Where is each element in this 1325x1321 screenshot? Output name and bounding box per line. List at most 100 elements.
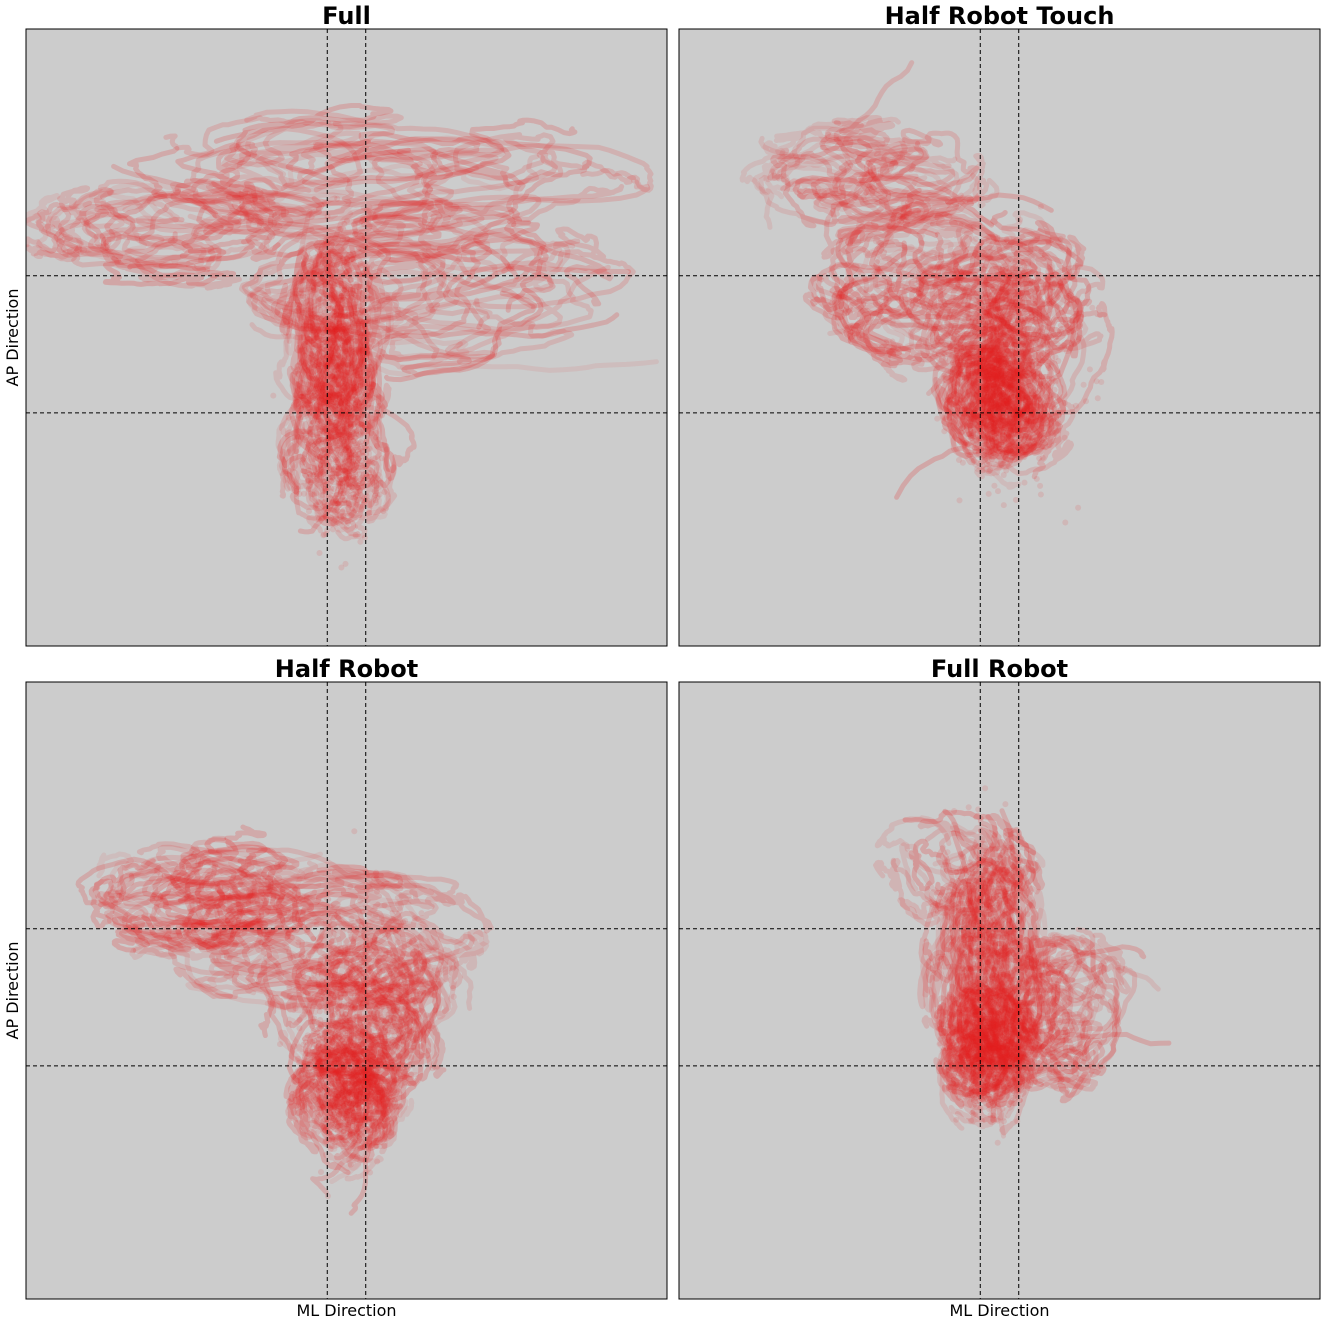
data-point — [979, 1028, 986, 1035]
data-point — [321, 478, 328, 485]
trajectory — [994, 331, 1032, 428]
data-point — [335, 429, 342, 436]
trajectory — [958, 359, 1038, 442]
data-point — [1023, 433, 1029, 440]
data-point — [299, 292, 306, 299]
data-point — [348, 405, 355, 412]
data-point — [315, 268, 322, 274]
trajectory — [307, 926, 406, 1036]
trajectory — [952, 836, 998, 940]
data-point — [318, 1023, 325, 1030]
data-point — [324, 340, 331, 347]
data-point — [326, 495, 333, 502]
data-point — [332, 1049, 339, 1056]
data-point — [970, 965, 976, 971]
data-point — [1008, 1038, 1015, 1045]
trajectory — [297, 277, 362, 382]
data-point — [327, 305, 334, 312]
data-point — [332, 1098, 339, 1105]
data-point — [323, 513, 330, 520]
data-point — [332, 253, 339, 260]
data-point — [325, 1007, 332, 1014]
data-point — [1007, 398, 1014, 405]
data-point — [349, 1130, 356, 1137]
data-point — [1009, 427, 1016, 434]
data-point — [997, 1040, 1003, 1047]
data-point — [1004, 448, 1011, 455]
trajectory — [942, 941, 1011, 1091]
data-point — [329, 1012, 336, 1019]
data-point — [1047, 334, 1054, 341]
data-point — [986, 1038, 993, 1045]
data-point — [325, 455, 331, 461]
data-point — [329, 395, 335, 402]
data-point — [377, 993, 384, 1000]
data-point — [975, 962, 982, 969]
trajectory — [999, 392, 1055, 446]
trajectory — [297, 318, 355, 417]
data-point — [948, 1062, 954, 1069]
data-point — [331, 500, 338, 507]
data-point — [989, 405, 995, 412]
data-point — [324, 987, 331, 994]
data-point — [1003, 393, 1009, 400]
data-point — [306, 471, 313, 478]
data-point — [356, 1099, 363, 1106]
data-point — [344, 1015, 351, 1021]
data-point — [970, 283, 977, 290]
trajectory — [1006, 949, 1083, 1075]
data-point — [980, 1029, 987, 1036]
data-point — [332, 497, 339, 504]
data-point — [319, 1059, 326, 1066]
data-point — [370, 981, 377, 988]
data-point — [1003, 1062, 1010, 1069]
data-point — [987, 407, 994, 414]
data-point — [1012, 412, 1019, 419]
data-point — [355, 407, 362, 414]
data-point — [1006, 396, 1012, 403]
data-point — [352, 403, 359, 410]
data-point — [989, 436, 996, 442]
data-point — [342, 286, 349, 293]
data-point — [974, 1011, 981, 1017]
data-point — [324, 527, 331, 534]
data-point — [968, 948, 975, 954]
data-point — [975, 1091, 982, 1098]
data-point — [336, 352, 343, 359]
data-point — [345, 448, 352, 454]
data-point — [321, 309, 328, 316]
data-point — [1008, 1019, 1015, 1026]
data-point — [941, 428, 948, 435]
data-point — [339, 342, 346, 349]
data-point — [357, 1000, 364, 1007]
data-point — [1015, 423, 1021, 430]
data-point — [988, 420, 995, 427]
data-point — [416, 955, 423, 962]
trajectory — [970, 986, 1037, 1064]
data-point — [1029, 307, 1036, 314]
data-point — [999, 354, 1006, 360]
data-point — [297, 968, 304, 975]
data-point — [342, 1078, 349, 1084]
data-point — [350, 459, 357, 466]
data-point — [991, 324, 998, 331]
data-point — [339, 467, 346, 474]
trajectory — [307, 411, 382, 489]
data-point — [351, 1006, 358, 1013]
data-point — [982, 1037, 989, 1043]
data-point — [1022, 403, 1029, 410]
data-point — [1020, 319, 1027, 326]
data-point — [996, 387, 1003, 393]
data-point — [985, 1072, 992, 1079]
data-point — [992, 1066, 999, 1073]
data-point — [334, 410, 341, 417]
data-point — [1020, 369, 1027, 376]
data-point — [340, 1104, 347, 1110]
data-point — [346, 472, 353, 479]
data-point — [312, 394, 318, 401]
trajectory — [1034, 936, 1122, 1104]
data-point — [995, 414, 1002, 420]
data-point — [1034, 340, 1041, 347]
data-point — [334, 303, 341, 310]
data-point — [343, 1036, 350, 1043]
